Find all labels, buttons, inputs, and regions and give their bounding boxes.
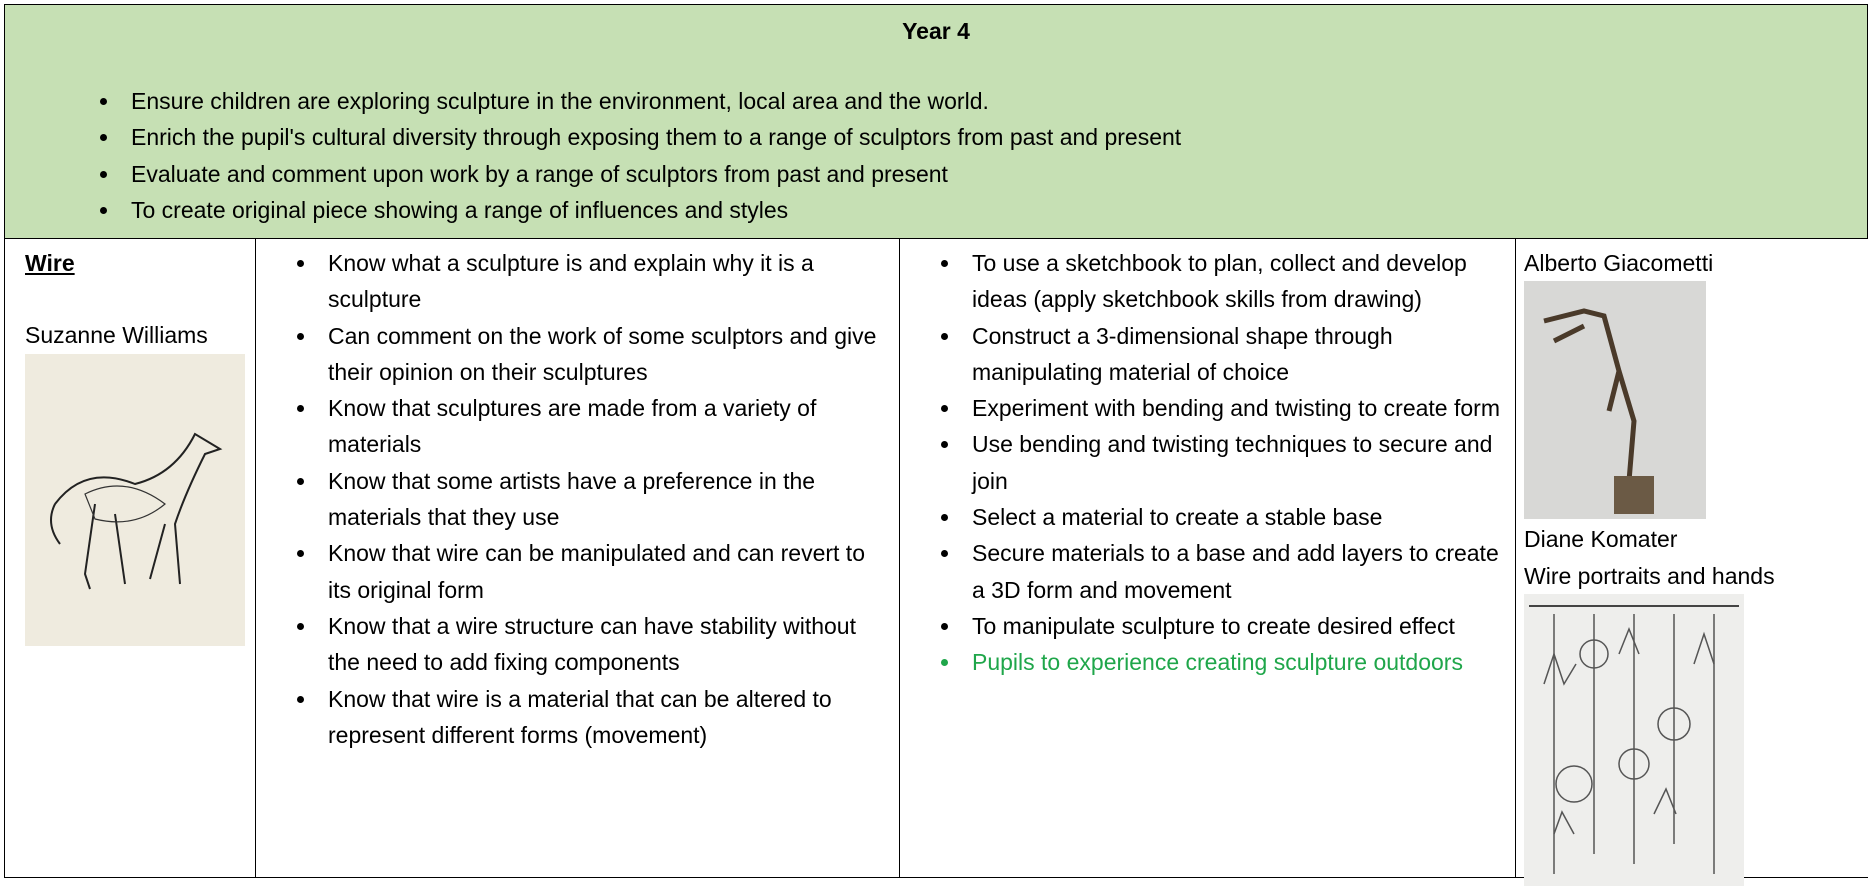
artist-work: Wire portraits and hands	[1524, 562, 1775, 589]
skill-item: Select a material to create a stable bas…	[962, 499, 1501, 535]
komater-image	[1524, 593, 1744, 886]
wire-dog-image	[25, 353, 245, 646]
skill-item: Construct a 3-dimensional shape through …	[962, 318, 1501, 391]
knowledge-item: Can comment on the work of some sculptor…	[318, 318, 879, 391]
knowledge-item: Know that a wire structure can have stab…	[318, 608, 879, 681]
skill-item: Use bending and twisting techniques to s…	[962, 426, 1501, 499]
skill-item: To use a sketchbook to plan, collect and…	[962, 245, 1501, 318]
objectives: Ensure children are exploring sculpture …	[4, 81, 1868, 239]
header: Year 4	[4, 4, 1868, 82]
title: Year 4	[902, 18, 970, 44]
objective: Ensure children are exploring sculpture …	[121, 83, 1867, 119]
skills-cell: To use a sketchbook to plan, collect and…	[899, 238, 1516, 878]
artist-name: Diane Komater	[1524, 526, 1678, 553]
artists-cell: Alberto Giacometti Diane Komater Wire po…	[1515, 238, 1868, 886]
knowledge-list: Know what a sculpture is and explain why…	[256, 245, 899, 753]
knowledge-item: Know that sculptures are made from a var…	[318, 390, 879, 463]
skill-item: Experiment with bending and twisting to …	[962, 390, 1501, 426]
skill-note: Pupils to experience creating sculpture …	[962, 644, 1501, 680]
artist-name: Alberto Giacometti	[1524, 250, 1714, 276]
topic-cell: Wire Suzanne Williams	[4, 238, 256, 878]
artist: Suzanne Williams	[25, 322, 208, 349]
objective: To create original piece showing a range…	[121, 192, 1867, 228]
knowledge-item: Know that wire can be manipulated and ca…	[318, 535, 879, 608]
objective: Enrich the pupil's cultural diversity th…	[121, 119, 1867, 155]
skill-item: To manipulate sculpture to create desire…	[962, 608, 1501, 644]
giacometti-image	[1524, 281, 1706, 520]
knowledge-item: Know what a sculpture is and explain why…	[318, 245, 879, 318]
objective-list: Ensure children are exploring sculpture …	[5, 83, 1867, 228]
skills-list: To use a sketchbook to plan, collect and…	[900, 245, 1515, 681]
knowledge-item: Know that some artists have a preference…	[318, 463, 879, 536]
knowledge-item: Know that wire is a material that can be…	[318, 681, 879, 754]
topic: Wire	[25, 250, 75, 276]
objective: Evaluate and comment upon work by a rang…	[121, 156, 1867, 192]
knowledge-cell: Know what a sculpture is and explain why…	[255, 238, 900, 878]
skill-item: Secure materials to a base and add layer…	[962, 535, 1501, 608]
